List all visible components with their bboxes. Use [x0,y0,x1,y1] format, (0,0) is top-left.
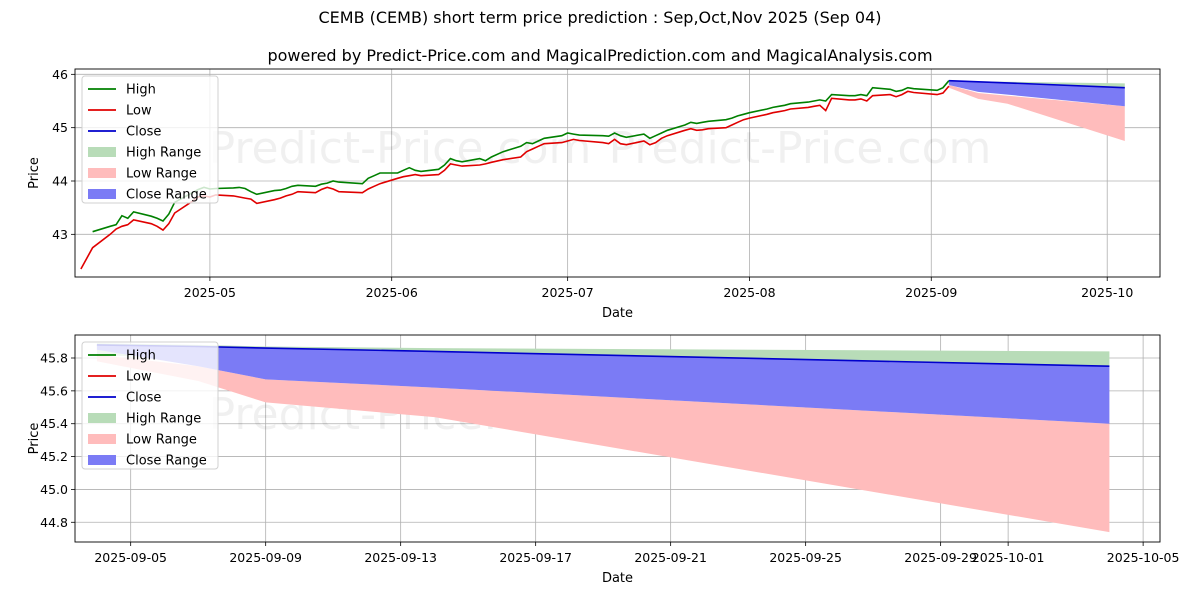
chart-title: CEMB (CEMB) short term price prediction … [318,8,882,27]
panel1-legend-label: Low Range [126,167,197,182]
panel2-y-tick-label: 45.4 [40,416,68,431]
panel2-y-tick-label: 45.0 [40,482,68,497]
panel1-legend-swatch-close-range [88,189,116,199]
panel2-x-tick-label: 2025-09-21 [634,550,707,565]
chart-subtitle: powered by Predict-Price.com and Magical… [267,46,933,65]
panel2-x-axis-label: Date [602,571,633,586]
panel1-y-axis-label: Price [27,157,42,189]
panel2-x-tick-label: 2025-09-13 [364,550,437,565]
panel1-y-tick-label: 46 [52,67,68,82]
panel2-x-tick-label: 2025-09-09 [229,550,302,565]
panel1-axes-frame [74,68,1161,278]
panel1-x-tick-label: 2025-05 [184,285,236,300]
panel1-watermark: Predict-Price.com [609,123,992,174]
panel2-x-tick-label: 2025-09-25 [769,550,842,565]
panel2-legend-label: Low Range [126,433,197,448]
panel2-low-range-band [96,354,1110,533]
panel1-legend-swatch-low-range [88,168,116,178]
panel2-legend-swatch-close-range [88,455,116,465]
panel2-legend-swatch-low-range [88,434,116,444]
panel1-y-tick-label: 43 [52,227,68,242]
panel2-y-tick-label: 45.6 [40,383,68,398]
panel1-y-tick-label: 44 [52,174,68,189]
panel1-legend-label: High [126,83,156,98]
panel2-close-range-band [96,344,1110,424]
panel2-y-tick-label: 45.8 [40,351,68,366]
panel1-legend-label: Close Range [126,188,207,203]
panel1-x-tick-label: 2025-07 [542,285,594,300]
panel1-legend-label: Low [126,104,152,119]
panel2-y-axis-label: Price [27,423,42,455]
panel1-x-tick-label: 2025-09 [905,285,957,300]
panel1-low-line [80,85,950,270]
panel1-x-axis-label: Date [602,306,633,321]
panel1-watermark: Predict-Price.com [209,123,592,174]
panel1-low-range-band [948,85,1125,141]
panel1-legend-swatch-high-range [88,147,116,157]
panel2-axes-frame [74,334,1161,543]
panel1-legend-label: Close [126,125,161,140]
panel2-legend-label: Close [126,391,161,406]
panel2-x-tick-label: 2025-10-05 [1107,550,1180,565]
panel2-y-tick-label: 44.8 [40,515,68,530]
panel2-x-tick-label: 2025-09-29 [904,550,977,565]
panel1-close-line [948,79,1125,89]
panel2-x-tick-label: 2025-09-17 [499,550,572,565]
panel2-legend-label: Low [126,370,152,385]
panel1-close-range-band [948,81,1125,107]
panel2-x-tick-label: 2025-09-05 [94,550,167,565]
panel2-x-tick-label: 2025-10-01 [972,550,1045,565]
panel1-y-tick-label: 45 [52,120,68,135]
panel1-x-tick-label: 2025-10 [1081,285,1133,300]
panel1-x-tick-label: 2025-06 [366,285,418,300]
panel2-y-tick-label: 45.2 [40,449,68,464]
panel2-legend-label: High Range [126,412,201,427]
panel2-legend-swatch-high-range [88,413,116,423]
panel1-legend-label: High Range [126,146,201,161]
panel1-x-tick-label: 2025-08 [723,285,775,300]
panel2-legend-label: High [126,349,156,364]
panel1-high-line [92,80,950,233]
panel2-legend-label: Close Range [126,454,207,469]
